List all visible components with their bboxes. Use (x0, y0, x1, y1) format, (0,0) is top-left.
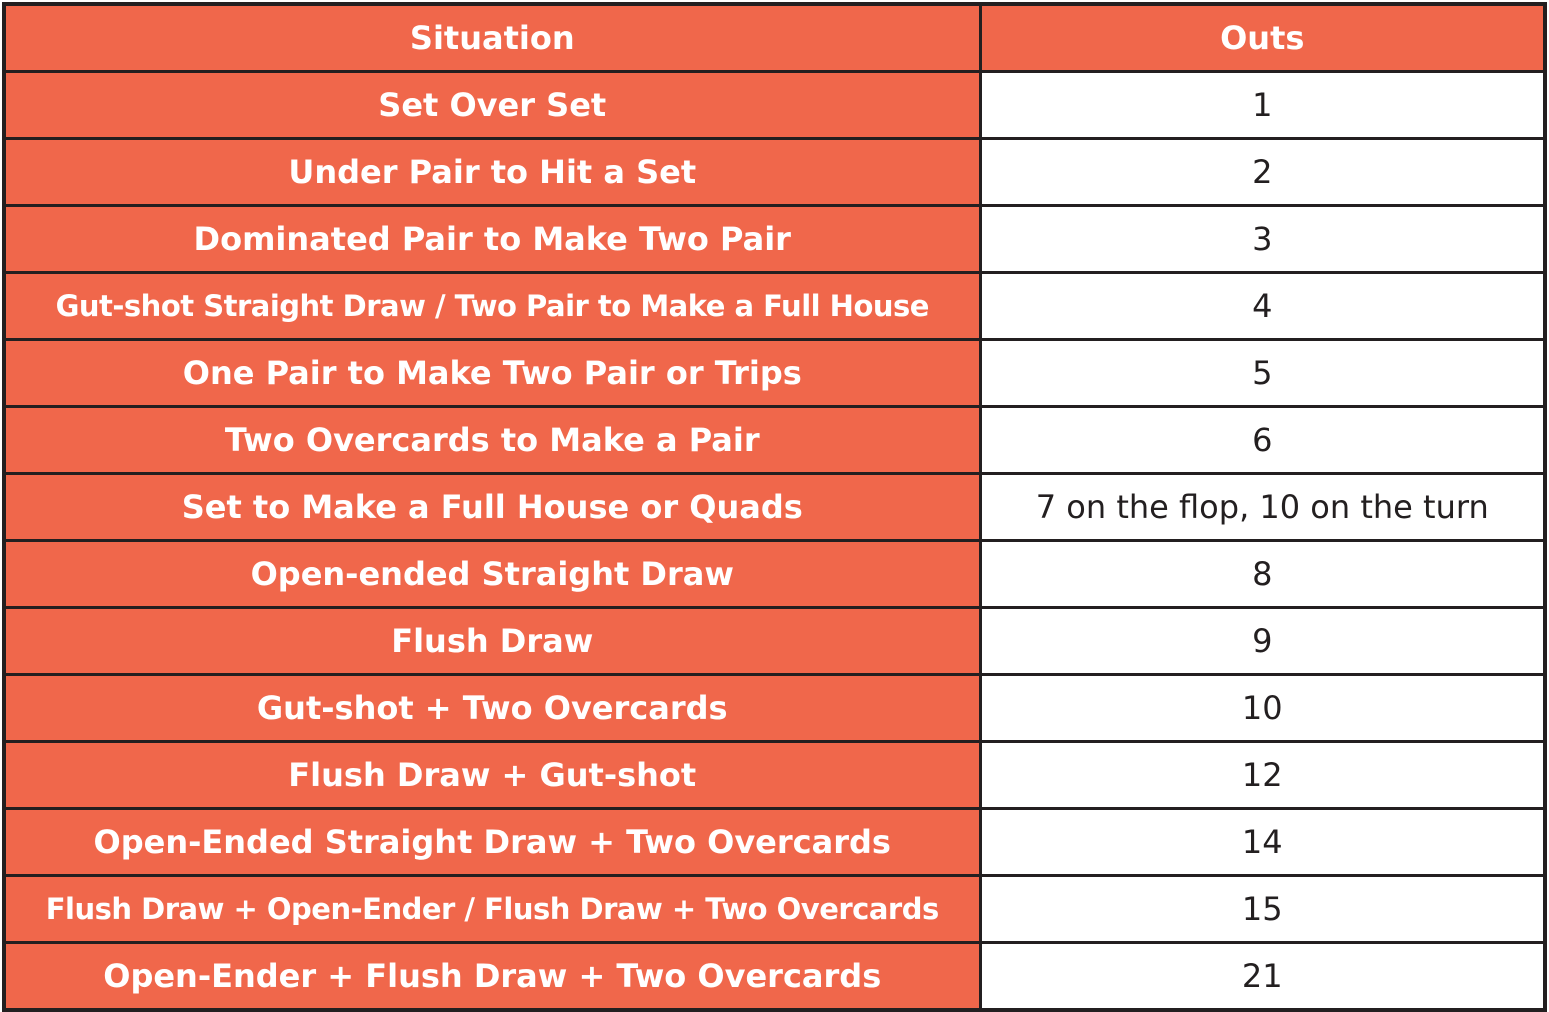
table-row: Flush Draw + Open-Ender / Flush Draw + T… (2, 874, 1547, 944)
outs-cell: 15 (978, 874, 1547, 944)
situation-cell: Set to Make a Full House or Quads (2, 472, 982, 542)
outs-cell: 5 (978, 338, 1547, 408)
outs-cell: 14 (978, 807, 1547, 877)
situation-cell: Set Over Set (2, 70, 982, 140)
table-row: Open-Ender + Flush Draw + Two Overcards … (2, 941, 1547, 1012)
situation-cell: Under Pair to Hit a Set (2, 137, 982, 207)
table-row: Dominated Pair to Make Two Pair 3 (2, 204, 1547, 274)
situation-cell: Flush Draw (2, 606, 982, 676)
table-row: Two Overcards to Make a Pair 6 (2, 405, 1547, 475)
outs-cell: 12 (978, 740, 1547, 810)
situation-cell: Two Overcards to Make a Pair (2, 405, 982, 475)
outs-cell: 6 (978, 405, 1547, 475)
outs-cell: 10 (978, 673, 1547, 743)
table-row: Flush Draw 9 (2, 606, 1547, 676)
situation-cell: Flush Draw + Gut-shot (2, 740, 982, 810)
table-row: Open-ended Straight Draw 8 (2, 539, 1547, 609)
header-row: Situation Outs (2, 2, 1547, 73)
table-body: Set Over Set 1 Under Pair to Hit a Set 2… (2, 70, 1547, 1012)
outs-cell: 2 (978, 137, 1547, 207)
table-row: One Pair to Make Two Pair or Trips 5 (2, 338, 1547, 408)
table-row: Gut-shot Straight Draw / Two Pair to Mak… (2, 271, 1547, 341)
table-row: Open-Ended Straight Draw + Two Overcards… (2, 807, 1547, 877)
outs-cell: 8 (978, 539, 1547, 609)
situation-cell: Open-Ended Straight Draw + Two Overcards (2, 807, 982, 877)
situation-cell: Dominated Pair to Make Two Pair (2, 204, 982, 274)
table-row: Under Pair to Hit a Set 2 (2, 137, 1547, 207)
situation-cell: Open-ended Straight Draw (2, 539, 982, 609)
outs-cell: 3 (978, 204, 1547, 274)
column-header-situation: Situation (2, 2, 982, 73)
outs-cell: 1 (978, 70, 1547, 140)
table-row: Gut-shot + Two Overcards 10 (2, 673, 1547, 743)
outs-cell: 7 on the flop, 10 on the turn (978, 472, 1547, 542)
outs-cell: 9 (978, 606, 1547, 676)
situation-cell: Flush Draw + Open-Ender / Flush Draw + T… (2, 874, 982, 944)
table-row: Flush Draw + Gut-shot 12 (2, 740, 1547, 810)
table-row: Set Over Set 1 (2, 70, 1547, 140)
outs-cell: 21 (978, 941, 1547, 1012)
situation-cell: Gut-shot + Two Overcards (2, 673, 982, 743)
column-header-outs: Outs (978, 2, 1547, 73)
table-row: Set to Make a Full House or Quads 7 on t… (2, 472, 1547, 542)
table-header: Situation Outs (2, 2, 1547, 73)
outs-cell: 4 (978, 271, 1547, 341)
situation-cell: Gut-shot Straight Draw / Two Pair to Mak… (2, 271, 982, 341)
situation-cell: One Pair to Make Two Pair or Trips (2, 338, 982, 408)
situation-cell: Open-Ender + Flush Draw + Two Overcards (2, 941, 982, 1012)
